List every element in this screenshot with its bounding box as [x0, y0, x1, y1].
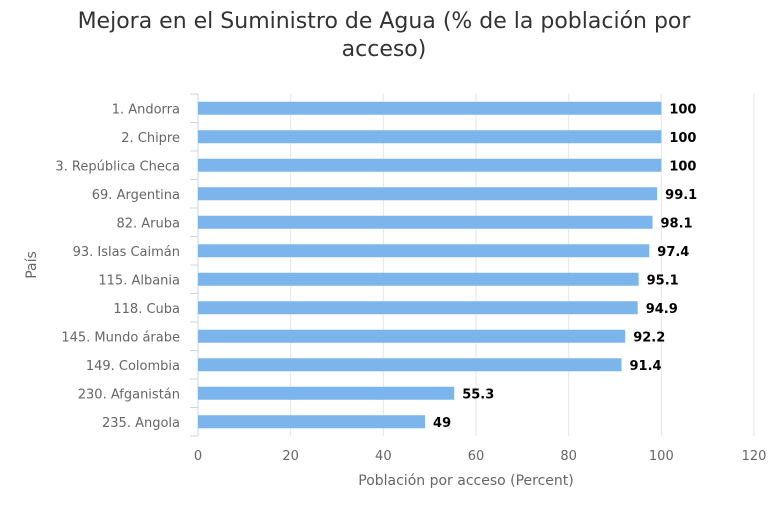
- x-axis-title: Población por acceso (Percent): [358, 473, 574, 489]
- data-label: 95.1: [647, 273, 679, 288]
- data-label: 97.4: [657, 245, 689, 260]
- bar: [198, 158, 662, 172]
- category-label: 1. Andorra: [112, 102, 180, 117]
- category-label: 2. Chipre: [121, 131, 180, 146]
- category-label: 93. Islas Caimán: [73, 245, 180, 260]
- bar: [198, 215, 653, 229]
- bar: [198, 415, 426, 429]
- bar: [198, 358, 622, 372]
- x-tick-label: 80: [560, 449, 577, 464]
- category-label: 149. Colombia: [86, 359, 180, 374]
- category-label: 82. Aruba: [116, 216, 180, 231]
- x-tick-label: 40: [375, 449, 392, 464]
- category-label: 235. Angola: [102, 416, 180, 431]
- data-label: 49: [433, 416, 451, 431]
- x-tick-label: 100: [649, 449, 674, 464]
- chart-title: Mejora en el Suministro de Agua (% de la…: [77, 9, 691, 62]
- bar: [198, 187, 658, 201]
- data-label: 100: [669, 159, 696, 174]
- category-label: 69. Argentina: [92, 188, 180, 203]
- data-label: 100: [669, 102, 696, 117]
- data-label: 92.2: [633, 330, 665, 345]
- bar: [198, 386, 455, 400]
- x-tick-label: 120: [742, 449, 767, 464]
- data-label: 98.1: [661, 216, 693, 231]
- category-label: 115. Albania: [98, 273, 180, 288]
- category-label: 118. Cuba: [113, 302, 180, 317]
- bar: [198, 101, 662, 115]
- category-label: 230. Afganistán: [78, 387, 180, 402]
- bar: [198, 244, 650, 258]
- data-label: 91.4: [629, 359, 661, 374]
- bar: [198, 272, 639, 286]
- data-label: 94.9: [646, 302, 678, 317]
- x-tick-label: 20: [282, 449, 299, 464]
- x-tick-label: 60: [468, 449, 485, 464]
- category-label: 145. Mundo árabe: [61, 330, 180, 345]
- bar: [198, 301, 638, 315]
- bar: [198, 130, 662, 144]
- data-label: 99.1: [665, 188, 697, 203]
- bar: [198, 329, 626, 343]
- data-label: 100: [669, 131, 696, 146]
- category-label: 3. República Checa: [55, 159, 180, 174]
- y-axis-title: País: [24, 251, 40, 279]
- data-label: 55.3: [462, 387, 494, 402]
- x-tick-label: 0: [194, 449, 202, 464]
